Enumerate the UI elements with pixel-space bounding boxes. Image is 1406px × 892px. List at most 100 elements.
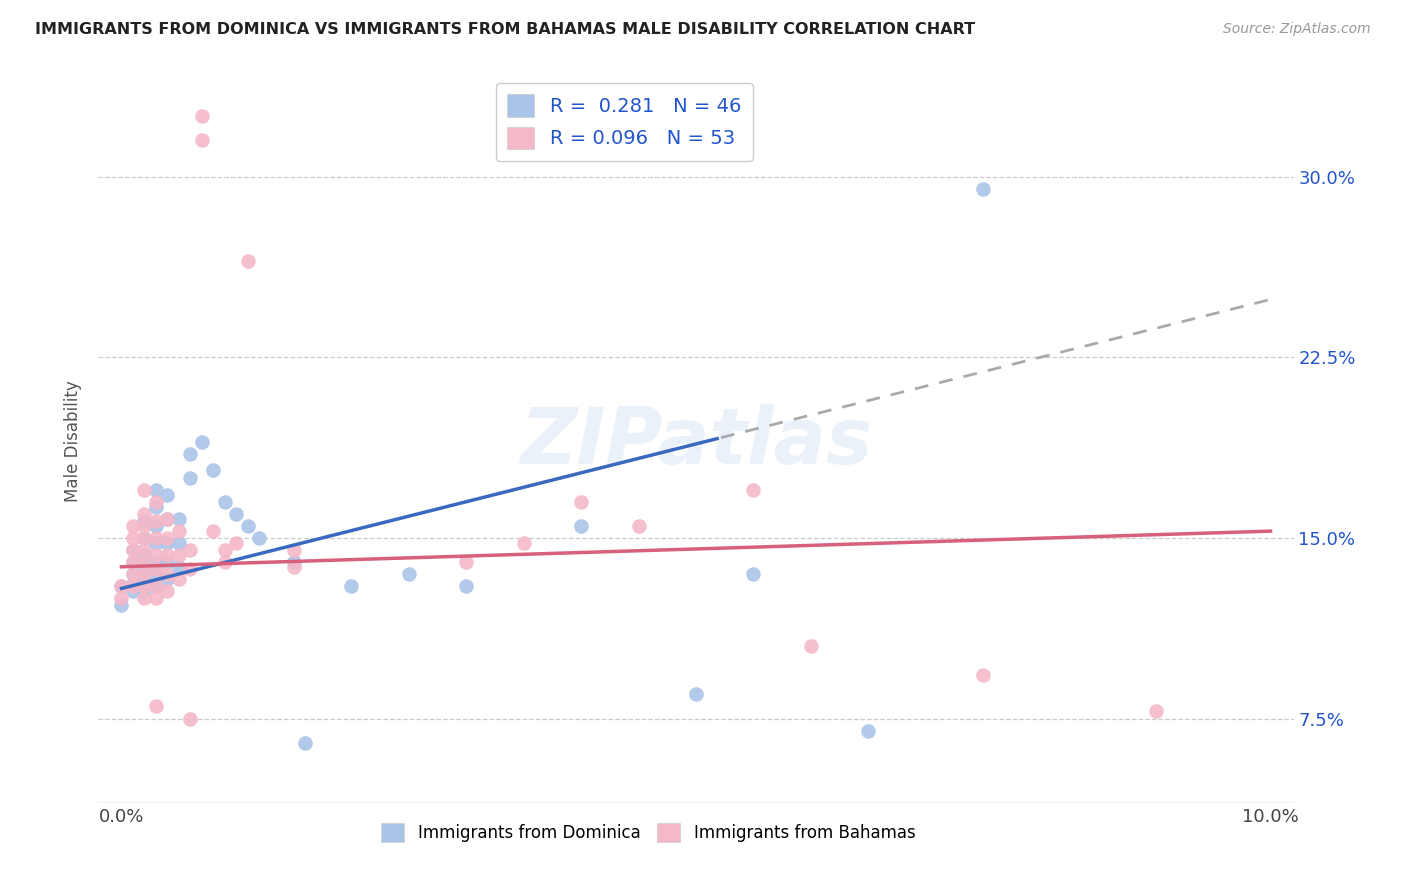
Point [858,723,880,738]
Point [122,542,145,557]
Point [685,687,707,701]
Point [156,583,179,598]
Point [1144,704,1167,718]
Point [122,567,145,582]
Point [134,514,156,528]
Point [156,567,179,582]
Point [627,519,650,533]
Point [247,531,270,545]
Point [134,542,156,557]
Point [134,548,156,562]
Point [110,591,132,606]
Point [167,524,190,538]
Point [179,542,201,557]
Point [167,559,190,574]
Point [283,542,305,557]
Text: ZIPatlas: ZIPatlas [520,403,872,480]
Point [236,519,259,533]
Point [122,567,145,582]
Point [134,483,156,497]
Point [122,555,145,569]
Point [167,548,190,562]
Point [214,542,236,557]
Point [340,579,363,593]
Point [156,572,179,586]
Point [134,567,156,582]
Point [145,494,167,508]
Point [145,555,167,569]
Point [569,494,592,508]
Point [398,567,420,582]
Point [179,471,201,485]
Point [156,555,179,569]
Text: Source: ZipAtlas.com: Source: ZipAtlas.com [1223,22,1371,37]
Legend: Immigrants from Dominica, Immigrants from Bahamas: Immigrants from Dominica, Immigrants fro… [374,816,922,848]
Point [512,535,534,549]
Point [145,562,167,576]
Point [167,535,190,549]
Point [145,579,167,593]
Point [134,531,156,545]
Point [145,500,167,514]
Point [122,519,145,533]
Point [569,519,592,533]
Point [134,519,156,533]
Point [145,591,167,606]
Point [972,182,994,196]
Point [156,511,179,525]
Point [145,579,167,593]
Point [134,531,156,545]
Point [156,511,179,525]
Point [156,535,179,549]
Point [122,531,145,545]
Point [179,446,201,460]
Point [122,583,145,598]
Point [742,567,765,582]
Point [156,548,179,562]
Point [214,494,236,508]
Point [191,133,214,147]
Point [179,562,201,576]
Point [145,699,167,714]
Point [134,579,156,593]
Point [167,572,190,586]
Point [214,555,236,569]
Point [145,483,167,497]
Point [122,579,145,593]
Point [156,531,179,545]
Point [156,487,179,501]
Point [202,463,225,477]
Point [134,572,156,586]
Point [225,507,247,521]
Text: IMMIGRANTS FROM DOMINICA VS IMMIGRANTS FROM BAHAMAS MALE DISABILITY CORRELATION : IMMIGRANTS FROM DOMINICA VS IMMIGRANTS F… [35,22,976,37]
Point [179,712,201,726]
Point [145,531,167,545]
Point [145,535,167,549]
Point [110,579,132,593]
Point [225,535,247,549]
Point [110,579,132,593]
Y-axis label: Male Disability: Male Disability [65,381,83,502]
Point [283,559,305,574]
Point [122,542,145,557]
Point [145,567,167,582]
Point [191,110,214,124]
Point [800,639,823,653]
Point [742,483,765,497]
Point [236,253,259,268]
Point [456,579,478,593]
Point [167,511,190,525]
Point [134,583,156,598]
Point [972,668,994,682]
Point [145,519,167,533]
Point [294,735,316,749]
Point [134,555,156,569]
Point [122,555,145,569]
Point [134,591,156,606]
Point [134,507,156,521]
Point [110,599,132,613]
Point [456,555,478,569]
Point [145,548,167,562]
Point [191,434,214,449]
Point [122,576,145,591]
